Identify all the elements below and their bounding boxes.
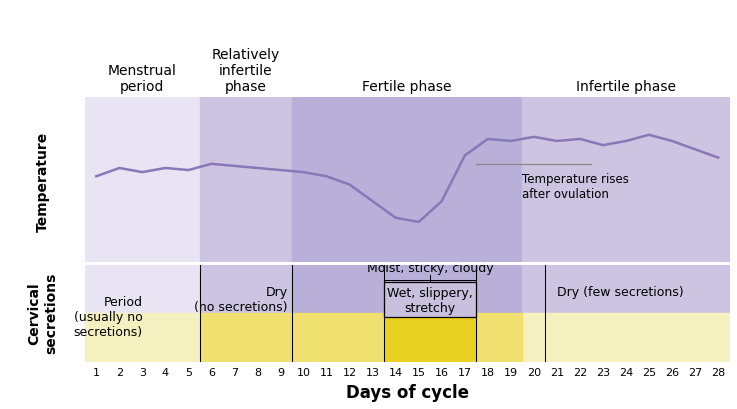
Text: Fertile phase: Fertile phase [363,80,452,94]
Bar [523,264,730,362]
Text: Relatively
infertile
phase: Relatively infertile phase [212,48,280,94]
Text: Temperature: Temperature [36,131,50,231]
Text: Infertile phase: Infertile phase [576,80,676,94]
Bar [200,264,292,362]
Bar [200,98,292,264]
Bar [384,283,476,317]
Bar [384,313,476,362]
Bar [523,98,730,264]
Bar [200,313,384,362]
Text: Dry (few secretions): Dry (few secretions) [557,285,683,298]
Text: Moist, sticky, cloudy: Moist, sticky, cloudy [367,261,494,274]
Bar [292,98,523,264]
Text: Period
(usually no
secretions): Period (usually no secretions) [73,295,142,338]
Bar [292,264,523,362]
Bar [85,264,200,362]
Text: Temperature rises
after ovulation: Temperature rises after ovulation [523,173,629,201]
Text: Menstrual
period: Menstrual period [108,64,177,94]
Text: Dry
(no secretions): Dry (no secretions) [194,285,287,313]
Bar [523,313,730,362]
Text: Cervical
secretions: Cervical secretions [28,272,58,353]
Text: Wet, slippery,
stretchy: Wet, slippery, stretchy [388,286,473,314]
X-axis label: Days of cycle: Days of cycle [346,383,469,401]
Bar [85,313,200,362]
Bar [85,98,200,264]
Bar [476,313,523,362]
